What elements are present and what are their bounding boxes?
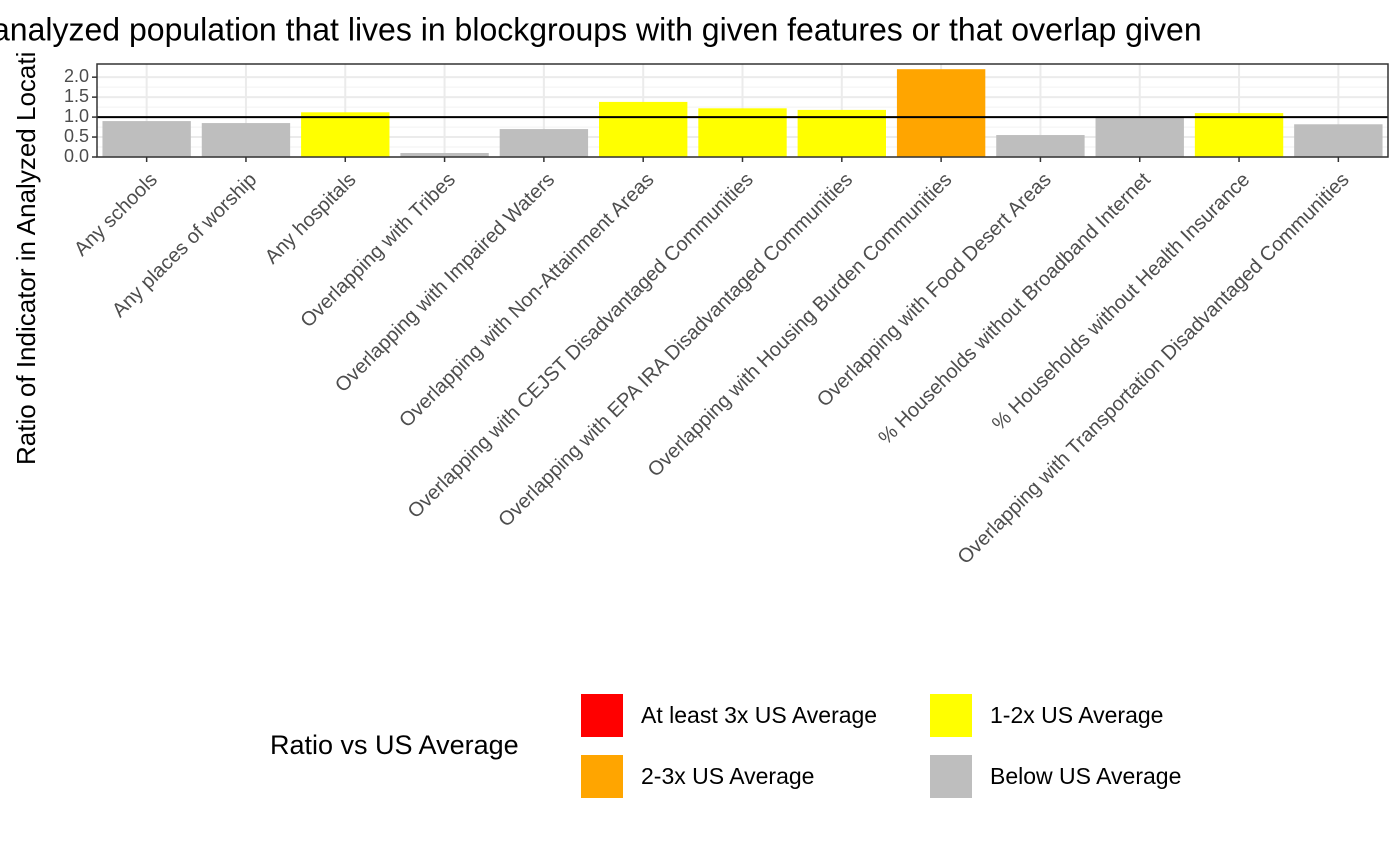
y-tick-label: 0.0 bbox=[64, 146, 89, 166]
y-axis-label: Ratio of Indicator in Analyzed Locati bbox=[11, 52, 41, 465]
bar bbox=[1095, 117, 1184, 157]
x-tick-label: Overlapping with Impaired Waters bbox=[331, 169, 559, 397]
legend-key bbox=[930, 694, 972, 737]
bar bbox=[499, 129, 589, 157]
y-tick-label: 1.5 bbox=[64, 86, 89, 106]
legend-key bbox=[581, 694, 623, 737]
y-tick-label: 0.5 bbox=[64, 126, 89, 146]
legend-label: 1-2x US Average bbox=[990, 702, 1163, 728]
bar bbox=[1294, 124, 1383, 157]
legend-label: At least 3x US Average bbox=[641, 702, 877, 728]
legend-key bbox=[930, 755, 972, 798]
bar bbox=[996, 135, 1085, 157]
plot-border bbox=[96, 63, 1389, 158]
bar bbox=[1194, 113, 1284, 157]
legend-label: Below US Average bbox=[990, 763, 1181, 789]
chart-title: analyzed population that lives in blockg… bbox=[0, 11, 1202, 47]
x-tick-label: Any hospitals bbox=[261, 169, 361, 269]
bar bbox=[896, 69, 986, 157]
y-tick-label: 2.0 bbox=[64, 66, 89, 86]
bar bbox=[698, 108, 787, 157]
x-tick-label: Overlapping with CEJST Disadvantaged Com… bbox=[404, 169, 758, 523]
x-tick-label: Any schools bbox=[70, 169, 162, 261]
bar bbox=[599, 101, 688, 157]
bar bbox=[400, 153, 489, 157]
x-tick-label: Overlapping with EPA IRA Disadvantaged C… bbox=[494, 169, 857, 532]
bar bbox=[201, 123, 291, 157]
legend-label: 2-3x US Average bbox=[641, 763, 814, 789]
x-tick-label: Overlapping with Transportation Disadvan… bbox=[954, 169, 1354, 569]
legend-title: Ratio vs US Average bbox=[270, 730, 519, 760]
legend-key bbox=[581, 755, 623, 798]
y-tick-label: 1.0 bbox=[64, 106, 89, 126]
bar bbox=[102, 121, 191, 157]
bar bbox=[301, 112, 390, 157]
